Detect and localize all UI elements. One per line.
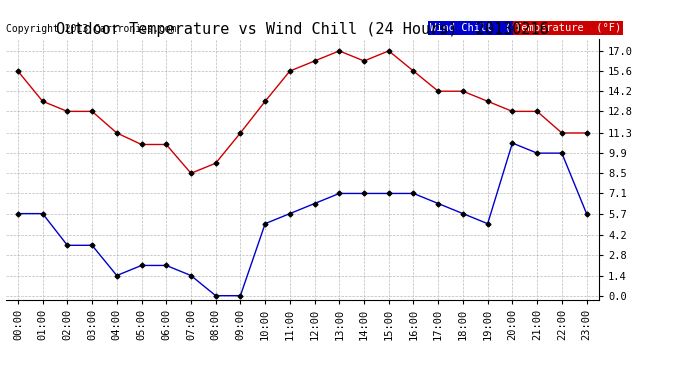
Text: Wind Chill  (°F): Wind Chill (°F) <box>430 23 530 33</box>
Text: Copyright 2013 Cartronics.com: Copyright 2013 Cartronics.com <box>6 24 176 34</box>
Text: Temperature  (°F): Temperature (°F) <box>515 23 621 33</box>
Title: Outdoor Temperature vs Wind Chill (24 Hours)  20130216: Outdoor Temperature vs Wind Chill (24 Ho… <box>56 22 549 37</box>
